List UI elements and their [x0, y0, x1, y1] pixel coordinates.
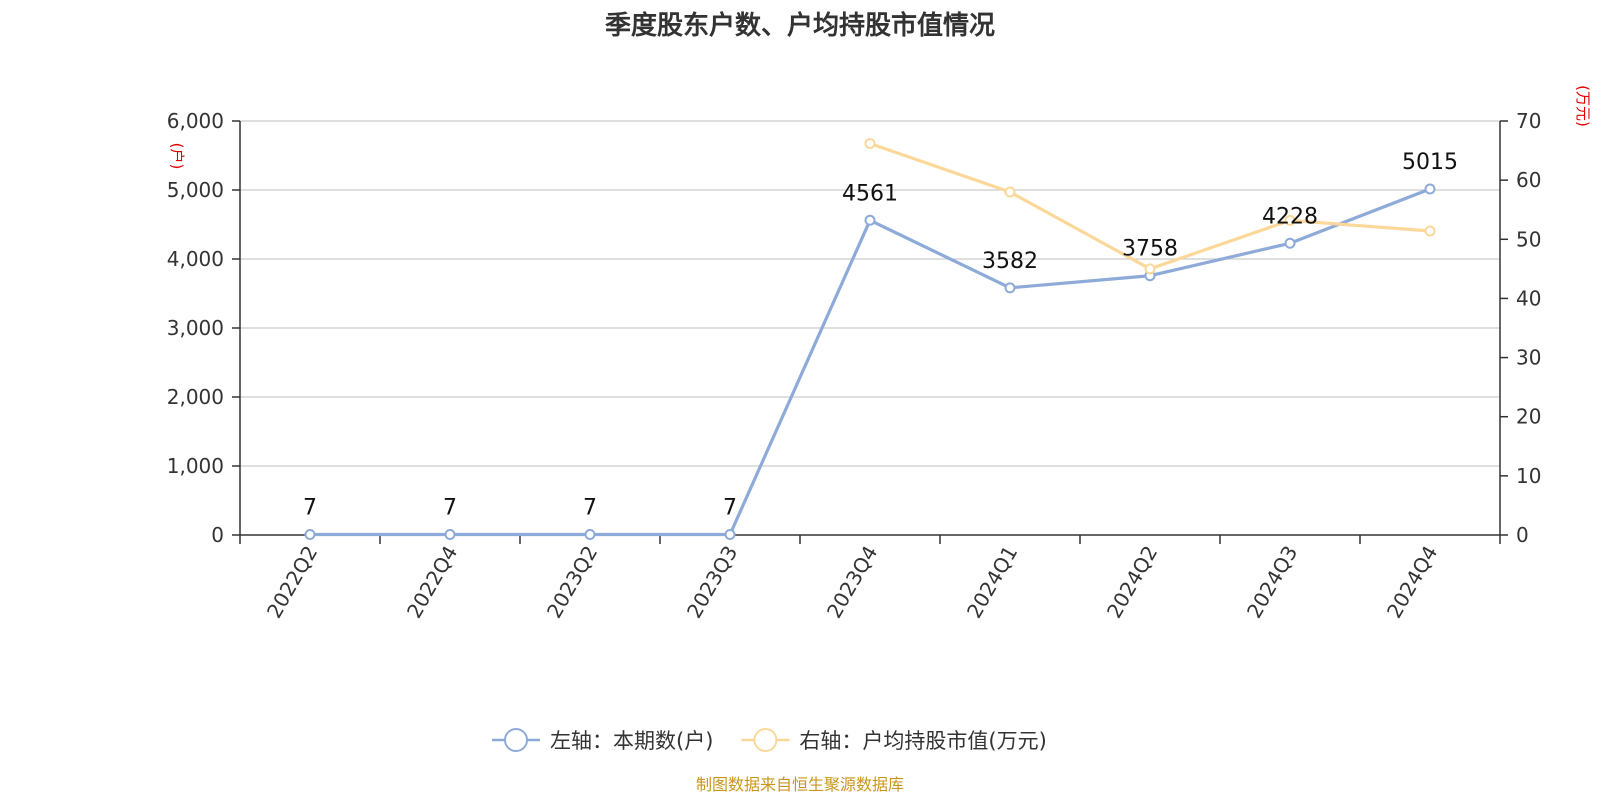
x-tick-label: 2024Q3: [1242, 542, 1302, 623]
series-point-0: [864, 214, 876, 226]
right-tick-label: 60: [1516, 168, 1541, 192]
series-point-0: [444, 529, 456, 541]
series-point-1: [1144, 263, 1156, 275]
right-axis-unit: (万元): [1574, 85, 1592, 127]
left-axis-unit: (户): [168, 143, 186, 170]
data-label: 7: [723, 496, 737, 521]
source-note: 制图数据来自恒生聚源数据库: [696, 775, 904, 794]
x-tick-label: 2023Q4: [822, 542, 882, 623]
legend-label-0: 左轴：本期数(户): [550, 729, 713, 753]
right-tick-label: 20: [1516, 405, 1541, 429]
chart-title: 季度股东户数、户均持股市值情况: [605, 10, 995, 41]
data-label: 3582: [982, 249, 1038, 274]
x-tick-label: 2023Q2: [542, 542, 602, 623]
series-point-0: [724, 529, 736, 541]
x-tick-label: 2024Q2: [1102, 542, 1162, 623]
data-label: 7: [583, 496, 597, 521]
series-point-1: [1004, 186, 1016, 198]
x-tick-label: 2024Q4: [1382, 542, 1442, 623]
series-point-0: [1284, 237, 1296, 249]
left-tick-label: 3,000: [167, 316, 224, 340]
data-label: 7: [443, 496, 457, 521]
x-tick-label: 2022Q2: [262, 542, 322, 623]
right-tick-label: 10: [1516, 464, 1541, 488]
data-label: 3758: [1122, 237, 1178, 262]
series-point-0: [1424, 183, 1436, 195]
left-tick-label: 1,000: [167, 454, 224, 478]
data-label: 7: [303, 496, 317, 521]
data-label: 5015: [1402, 150, 1458, 175]
data-label: 4561: [842, 181, 898, 206]
left-tick-label: 6,000: [167, 109, 224, 133]
legend-marker-1: [753, 728, 778, 752]
series-point-0: [584, 529, 596, 541]
x-tick-label: 2024Q1: [962, 542, 1022, 623]
data-label: 4228: [1262, 204, 1318, 229]
left-tick-label: 0: [211, 523, 224, 547]
series-point-1: [1284, 214, 1296, 226]
legend-marker-0: [504, 728, 528, 752]
right-tick-label: 0: [1516, 523, 1529, 547]
x-tick-label: 2023Q3: [682, 542, 742, 623]
series-point-0: [304, 529, 316, 541]
left-tick-label: 2,000: [167, 385, 224, 409]
legend: 左轴：本期数(户) 右轴：户均持股市值(万元): [492, 728, 1047, 753]
left-tick-label: 4,000: [167, 247, 224, 271]
series-line-0: [310, 187, 1431, 537]
right-tick-label: 50: [1516, 227, 1541, 251]
right-tick-label: 40: [1516, 286, 1541, 310]
x-tick-label: 2022Q4: [402, 542, 462, 623]
left-tick-label: 5,000: [167, 178, 224, 202]
legend-label-1: 右轴：户均持股市值(万元): [799, 729, 1046, 753]
right-tick-label: 70: [1516, 109, 1541, 133]
right-tick-label: 30: [1516, 346, 1541, 370]
series-point-1: [864, 137, 876, 149]
series-point-1: [1424, 225, 1436, 237]
series-point-0: [1004, 282, 1016, 294]
